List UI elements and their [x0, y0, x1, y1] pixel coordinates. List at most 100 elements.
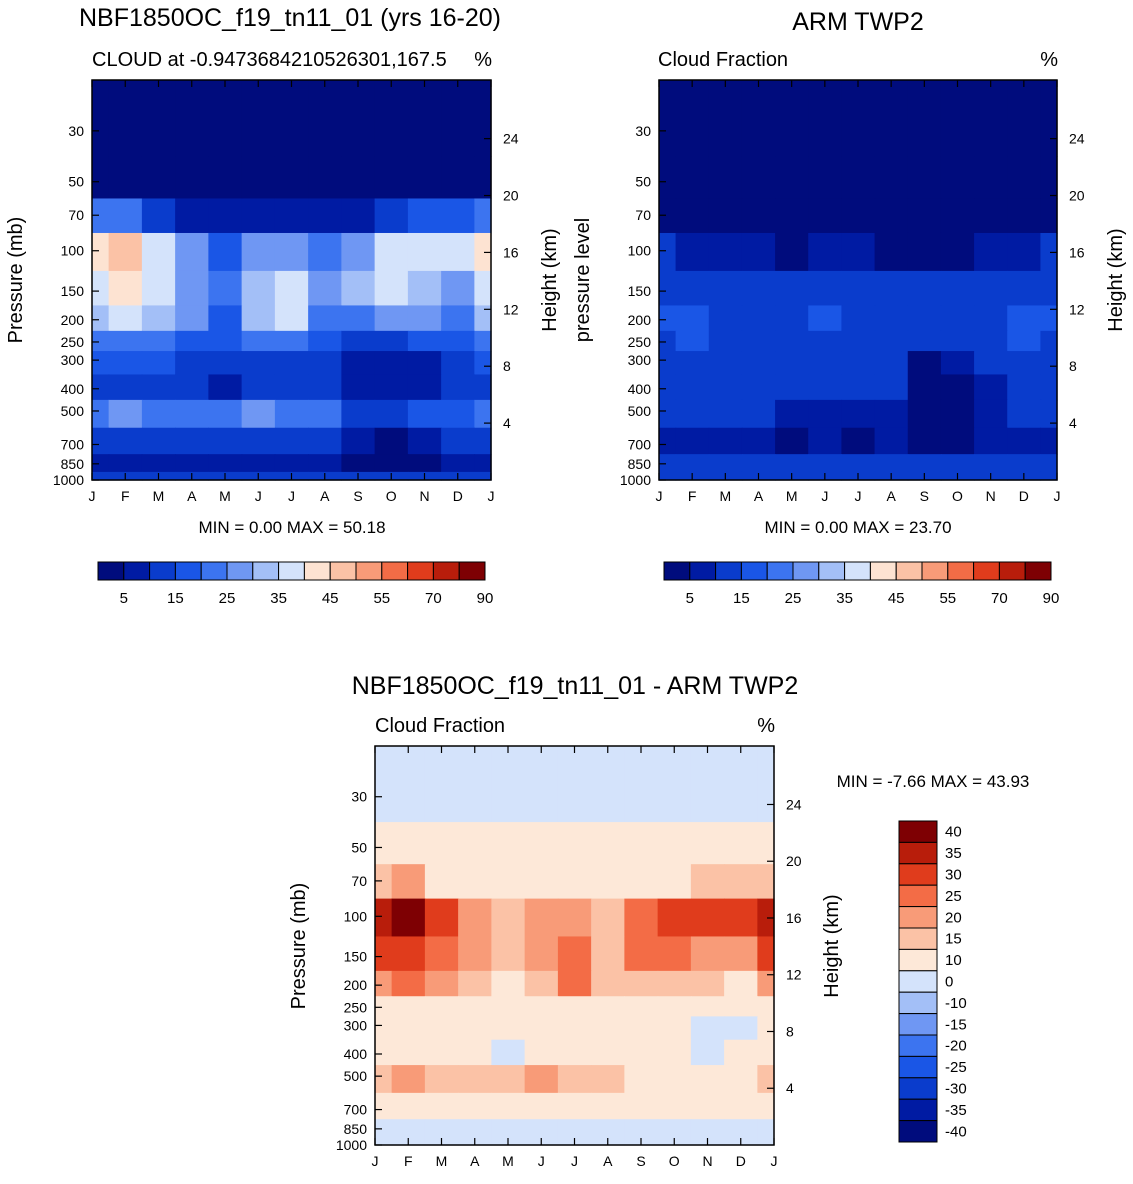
heatmap-cell	[808, 330, 843, 352]
heatmap-cell	[491, 1092, 526, 1120]
heatmap-cell	[757, 1119, 775, 1138]
x-tick-label: S	[353, 488, 362, 504]
heatmap-cell	[974, 232, 1008, 272]
y-right-tick-label: 16	[786, 910, 802, 926]
x-tick-label: F	[688, 488, 697, 504]
y-tick-label: 100	[344, 908, 368, 924]
heatmap-cell	[1040, 80, 1058, 157]
x-tick-label: S	[636, 1153, 645, 1169]
heatmap-cell	[375, 864, 393, 900]
heatmap-cell	[491, 970, 526, 997]
x-tick-label: N	[419, 488, 429, 504]
heatmap-cell	[308, 156, 342, 200]
heatmap-cell	[208, 351, 243, 376]
x-tick-label: A	[603, 1153, 613, 1169]
heatmap-cell	[208, 198, 243, 234]
colorbar-swatch	[869, 561, 897, 581]
y-tick-label: 300	[61, 352, 85, 368]
heatmap-cell	[375, 1065, 393, 1094]
heatmap-cell	[591, 822, 625, 865]
heatmap-cell	[407, 270, 442, 307]
heatmap-cell	[308, 399, 342, 429]
heatmap-cell	[724, 936, 758, 972]
heatmap-cell	[724, 996, 758, 1017]
heatmap-cell	[741, 305, 776, 332]
colorbar-swatch	[278, 561, 305, 581]
heatmap-cell	[407, 427, 442, 455]
colorbar-label: 45	[888, 590, 905, 607]
heatmap-cell	[659, 399, 677, 429]
y-tick-label: 30	[68, 123, 84, 139]
heatmap-cell	[724, 1119, 758, 1138]
heatmap-cell	[424, 996, 459, 1017]
heatmap-cell	[108, 351, 143, 376]
heatmap-cell	[208, 399, 243, 429]
heatmap-cell	[874, 305, 909, 332]
heatmap-cell	[491, 864, 526, 900]
x-tick-label: J	[89, 488, 96, 504]
colorbar-swatch	[998, 561, 1026, 581]
heatmap-cell	[940, 156, 975, 200]
heatmap-cell	[624, 746, 659, 823]
heatmap-cell	[690, 996, 725, 1017]
heatmap-cell	[675, 156, 710, 200]
y-tick-label: 150	[628, 283, 652, 299]
heatmap-cell	[659, 305, 677, 332]
colorbar-label: 40	[945, 824, 962, 841]
heatmap-cell	[524, 970, 559, 997]
heatmap-cell	[974, 351, 1008, 376]
y-tick-label: 250	[344, 999, 368, 1015]
colorbar-swatch	[200, 561, 228, 581]
heatmap-cell	[757, 1016, 775, 1041]
heatmap-cell	[1040, 427, 1058, 455]
heatmap-cell	[208, 232, 243, 272]
x-tick-label: J	[855, 488, 862, 504]
heatmap-cell	[375, 1092, 393, 1120]
heatmap-cell	[341, 454, 376, 473]
heatmap-cell	[374, 156, 409, 200]
heatmap-cell	[657, 970, 692, 997]
heatmap-cell	[675, 330, 710, 352]
heatmap-cell	[808, 454, 843, 473]
heatmap-cell	[175, 374, 209, 401]
heatmap-cell	[741, 156, 776, 200]
heatmap-cell	[757, 1039, 775, 1066]
heatmap-cell	[690, 970, 725, 997]
heatmap-cell	[874, 232, 909, 272]
heatmap-cell	[808, 374, 843, 401]
heatmap-cell	[808, 270, 843, 307]
heatmap-cell	[874, 454, 909, 473]
model-y-right-axis-label: Height (km)	[539, 228, 561, 331]
colorbar-swatch	[947, 561, 975, 581]
heatmap-cell	[308, 80, 342, 157]
colorbar-swatch	[898, 863, 938, 886]
heatmap-cell	[624, 1092, 659, 1120]
heatmap-cell	[1007, 270, 1042, 307]
heatmap-cell	[308, 270, 342, 307]
y-tick-label: 500	[61, 403, 85, 419]
heatmap-cell	[341, 156, 376, 200]
heatmap-cell	[775, 305, 809, 332]
heatmap-cell	[974, 454, 1008, 473]
heatmap-cell	[657, 746, 692, 823]
heatmap-cell	[874, 80, 909, 157]
y-tick-label: 150	[344, 949, 368, 965]
y-tick-label: 30	[351, 789, 367, 805]
heatmap-cell	[375, 1039, 393, 1066]
heatmap-cell	[424, 970, 459, 997]
heatmap-cell	[675, 399, 710, 429]
heatmap-cell	[690, 1065, 725, 1094]
diff-y-right-axis-label: Height (km)	[821, 894, 843, 997]
heatmap-cell	[458, 970, 492, 997]
y-right-tick-label: 24	[786, 796, 802, 812]
heatmap-cell	[274, 156, 309, 200]
colorbar-swatch	[844, 561, 871, 581]
heatmap-cell	[841, 374, 876, 401]
heatmap-cell	[874, 399, 909, 429]
heatmap-cell	[92, 454, 110, 473]
heatmap-cell	[458, 996, 492, 1017]
heatmap-cell	[775, 454, 809, 473]
y-right-tick-label: 12	[1069, 301, 1085, 317]
heatmap-cell	[458, 746, 492, 823]
heatmap-cell	[241, 399, 276, 429]
